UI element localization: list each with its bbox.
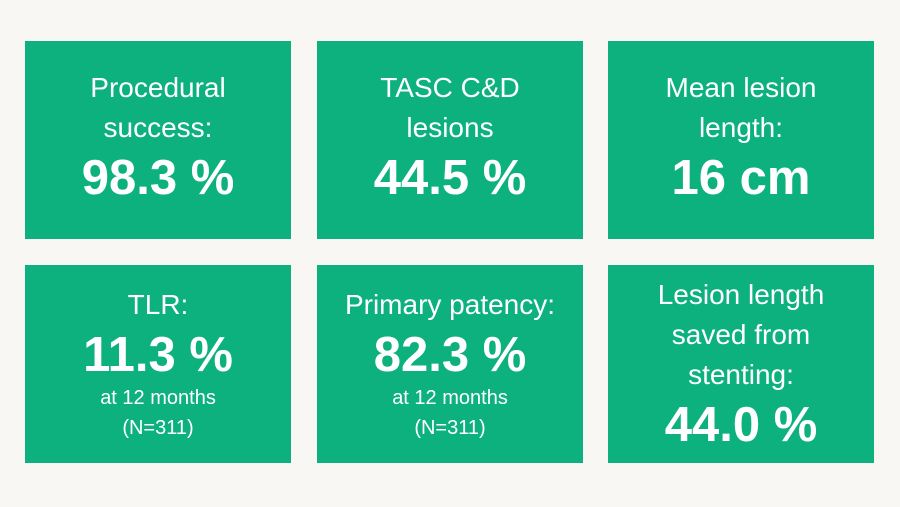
stat-value: 82.3 % — [373, 328, 527, 382]
stat-card-procedural-success: Procedural success: 98.3 % — [25, 41, 291, 239]
stat-label: lesions — [406, 112, 494, 143]
stat-value: 16 cm — [671, 151, 811, 205]
stat-subtext: at 12 months — [100, 387, 216, 409]
stat-label: stenting: — [688, 359, 794, 390]
stat-value: 44.0 % — [664, 398, 818, 452]
stat-label: length: — [698, 112, 784, 143]
stat-card-mean-lesion-length: Mean lesion length: 16 cm — [608, 41, 874, 239]
stat-subtext: (N=311) — [122, 417, 194, 439]
stat-card-tasc-lesions: TASC C&D lesions 44.5 % — [317, 41, 583, 239]
stat-value: 11.3 % — [83, 328, 233, 382]
stat-card-primary-patency: Primary patency: 82.3 % at 12 months (N=… — [317, 265, 583, 463]
stat-label: Procedural — [90, 72, 226, 103]
stat-card-tlr: TLR: 11.3 % at 12 months (N=311) — [25, 265, 291, 463]
stat-value: 98.3 % — [81, 151, 235, 205]
stat-label: Lesion length — [657, 279, 825, 310]
stat-label: TLR: — [127, 289, 189, 320]
stat-subtext: (N=311) — [414, 417, 486, 439]
stat-subtext: at 12 months — [392, 387, 508, 409]
stat-label: success: — [103, 112, 213, 143]
stat-label: saved from — [671, 319, 811, 350]
stat-label: Mean lesion — [665, 72, 817, 103]
stat-label: TASC C&D — [380, 72, 520, 103]
stat-label: Primary patency: — [344, 289, 556, 320]
stat-value: 44.5 % — [373, 151, 527, 205]
stat-card-lesion-length-saved: Lesion length saved from stenting: 44.0 … — [608, 265, 874, 463]
